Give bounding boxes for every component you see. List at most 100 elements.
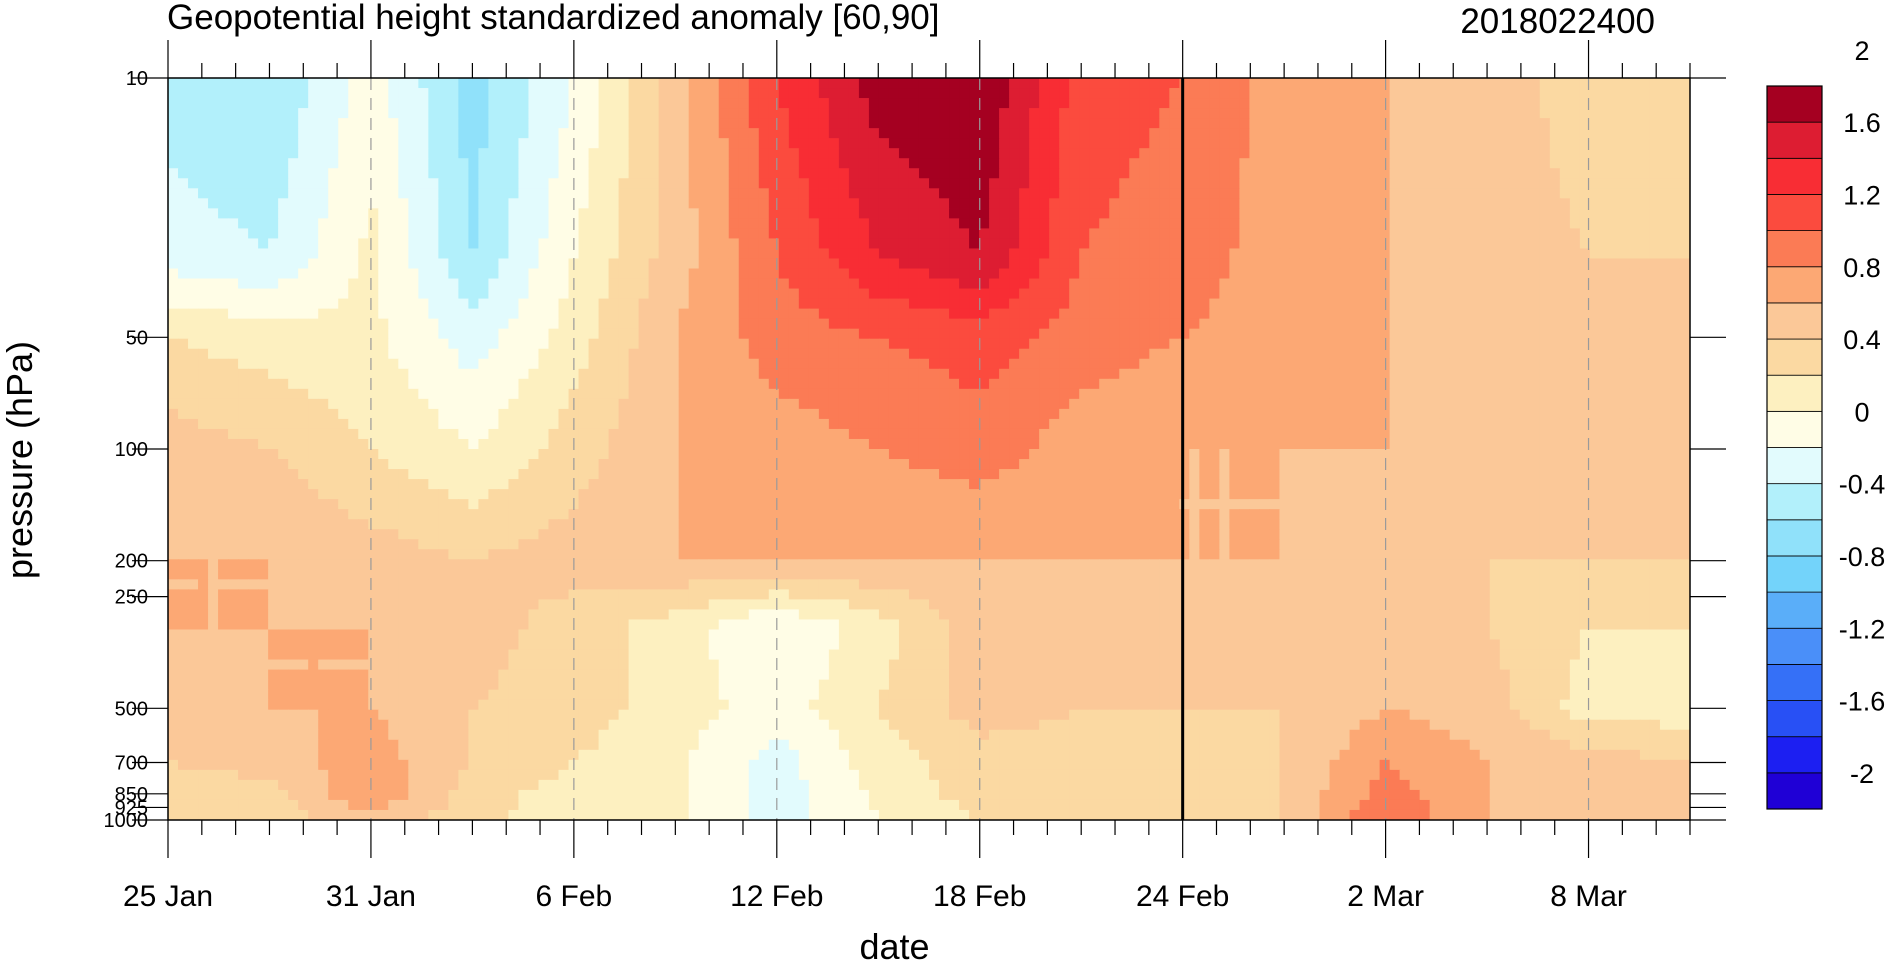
field-cell	[638, 398, 650, 410]
field-cell	[708, 258, 720, 270]
field-cell	[1519, 348, 1531, 360]
field-cell	[1059, 148, 1070, 159]
field-cell	[518, 338, 530, 350]
field-cell	[1219, 228, 1230, 240]
field-cell	[858, 248, 870, 260]
field-cell	[1249, 238, 1261, 250]
field-cell	[1429, 258, 1441, 270]
field-cell	[248, 188, 259, 199]
field-cell	[1519, 258, 1531, 270]
field-cell	[1519, 78, 1531, 89]
field-cell	[188, 378, 199, 390]
field-cell	[698, 308, 710, 320]
field-cell	[949, 158, 960, 169]
field-cell	[908, 238, 920, 250]
field-cell	[1619, 268, 1631, 280]
field-cell	[918, 218, 930, 230]
field-cell	[368, 358, 379, 370]
field-cell	[858, 98, 870, 109]
field-cell	[388, 348, 399, 360]
field-cell	[1149, 118, 1160, 129]
field-cell	[1179, 98, 1190, 109]
field-cell	[888, 308, 900, 320]
field-cell	[1289, 208, 1301, 219]
field-cell	[1119, 308, 1130, 320]
field-cell	[518, 378, 530, 390]
field-cell	[438, 218, 449, 230]
field-cell	[838, 308, 850, 320]
field-cell	[969, 368, 980, 380]
field-cell	[1509, 168, 1521, 179]
field-cell	[1019, 88, 1030, 99]
field-cell	[1129, 198, 1140, 209]
field-cell	[1199, 258, 1210, 270]
field-cell	[368, 178, 379, 189]
field-cell	[1489, 168, 1501, 179]
field-cell	[1299, 318, 1311, 330]
field-cell	[1119, 378, 1130, 390]
field-cell	[418, 268, 429, 280]
field-cell	[608, 168, 620, 179]
field-cell	[898, 188, 910, 199]
field-cell	[878, 228, 890, 240]
field-cell	[918, 88, 930, 99]
field-cell	[1269, 168, 1281, 179]
field-cell	[1549, 338, 1561, 350]
field-cell	[848, 228, 860, 240]
field-cell	[578, 158, 590, 169]
field-cell	[268, 348, 279, 360]
field-cell	[868, 308, 880, 320]
field-cell	[518, 168, 530, 179]
field-cell	[318, 238, 329, 250]
field-cell	[1159, 328, 1170, 340]
field-cell	[1259, 318, 1271, 330]
field-cell	[1509, 278, 1521, 290]
field-cell	[1319, 338, 1331, 350]
field-cell	[999, 268, 1010, 280]
field-cell	[888, 358, 900, 370]
field-cell	[1529, 88, 1541, 99]
field-cell	[1569, 188, 1581, 199]
field-cell	[1349, 298, 1361, 310]
field-cell	[1079, 108, 1090, 119]
field-cell	[168, 188, 179, 199]
field-cell	[198, 198, 209, 209]
field-cell	[1489, 368, 1501, 380]
field-cell	[518, 128, 530, 139]
field-cell	[208, 178, 219, 189]
field-cell	[378, 208, 389, 219]
field-cell	[828, 78, 840, 89]
field-cell	[498, 278, 510, 290]
field-cell	[1079, 318, 1090, 330]
field-cell	[1109, 198, 1120, 209]
field-cell	[1409, 368, 1421, 380]
field-cell	[1509, 258, 1521, 270]
field-cell	[1639, 388, 1651, 400]
field-cell	[1239, 208, 1251, 219]
field-cell	[1009, 128, 1020, 139]
field-cell	[1499, 248, 1511, 260]
field-cell	[1339, 378, 1351, 390]
field-cell	[959, 338, 970, 350]
field-cell	[1339, 268, 1351, 280]
field-cell	[258, 228, 269, 240]
field-cell	[979, 328, 990, 340]
field-cell	[1519, 208, 1531, 219]
field-cell	[1259, 228, 1271, 240]
field-cell	[1219, 138, 1230, 149]
field-cell	[818, 118, 830, 129]
field-cell	[1639, 138, 1651, 149]
field-cell	[1309, 368, 1321, 380]
field-cell	[268, 108, 279, 119]
field-cell	[1139, 318, 1150, 330]
field-cell	[598, 108, 610, 119]
field-cell	[929, 348, 940, 360]
field-cell	[1099, 168, 1110, 179]
field-cell	[478, 318, 490, 330]
field-cell	[698, 278, 710, 290]
field-cell	[1469, 308, 1481, 320]
field-cell	[188, 88, 199, 99]
field-cell	[528, 308, 540, 320]
field-cell	[1299, 368, 1311, 380]
field-cell	[1509, 378, 1521, 390]
